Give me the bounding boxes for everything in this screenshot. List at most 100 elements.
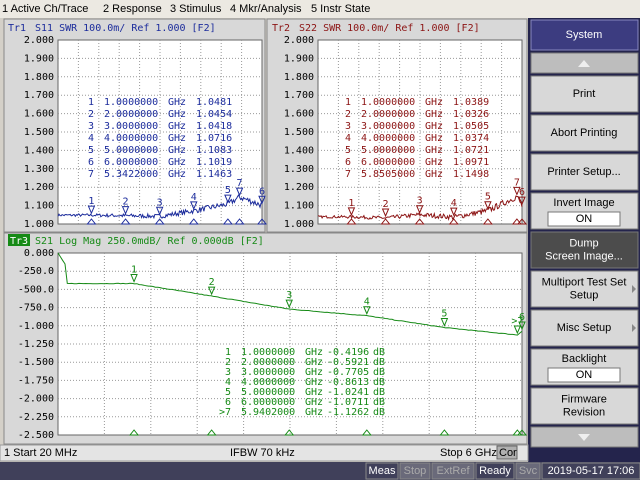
marker-num: 4 xyxy=(88,133,94,144)
menu-bar xyxy=(0,0,640,18)
marker-label: 5 xyxy=(225,185,231,196)
marker-freq: 5.3422000 xyxy=(104,169,158,180)
marker-value: -0.5921 xyxy=(327,357,369,368)
stimulus-arrow xyxy=(234,218,245,225)
y-tick-label: 1.800 xyxy=(24,72,54,83)
marker-label: 1 xyxy=(131,265,137,276)
trace-label: Tr1 xyxy=(8,23,26,34)
menu-item[interactable]: 4 Mkr/Analysis xyxy=(230,3,302,15)
softkey-state-box xyxy=(547,211,621,227)
stimulus-arrow xyxy=(86,218,97,225)
marker-value: 1.0374 xyxy=(453,133,489,144)
marker-value-unit: dB xyxy=(373,347,385,358)
marker-value-unit: dB xyxy=(373,407,385,418)
menu-item[interactable]: 3 Stimulus xyxy=(170,3,222,15)
marker-num: 4 xyxy=(225,377,231,388)
marker-freq: 5.0000000 xyxy=(241,387,295,398)
softkey[interactable] xyxy=(530,75,639,113)
y-tick-label: -750.0 xyxy=(18,303,54,314)
marker-value: -1.1262 xyxy=(327,407,369,418)
softkey[interactable] xyxy=(530,114,639,152)
marker-num: 1 xyxy=(88,97,94,108)
menu-item[interactable]: 1 Active Ch/Trace xyxy=(2,3,88,15)
stimulus-arrow xyxy=(256,218,268,225)
y-tick-label: 2.000 xyxy=(24,35,54,46)
softkey[interactable] xyxy=(530,309,639,347)
status-cell xyxy=(475,462,515,480)
cor-box xyxy=(496,445,518,460)
marker xyxy=(235,187,244,197)
marker-unit: GHz xyxy=(425,145,443,156)
softkey[interactable] xyxy=(530,387,639,425)
softkey[interactable] xyxy=(530,270,639,308)
softkey-label: Dump xyxy=(569,237,598,249)
marker-value: 1.0505 xyxy=(453,121,489,132)
stimulus-arrow xyxy=(439,429,450,436)
softkey[interactable] xyxy=(530,231,639,269)
marker-label: 5 xyxy=(441,309,447,320)
stimulus-arrow xyxy=(206,429,217,436)
y-tick-label: -1.750 xyxy=(18,375,54,386)
stimulus-arrow xyxy=(512,429,523,436)
softkey[interactable] xyxy=(530,153,639,191)
softkey-title-bg xyxy=(530,19,639,51)
stimulus-arrow xyxy=(516,218,528,225)
marker-freq: 6.0000000 xyxy=(104,157,158,168)
marker-unit: GHz xyxy=(305,347,323,358)
stimulus-arrow xyxy=(284,429,295,436)
marker-unit: GHz xyxy=(305,407,323,418)
menu-item[interactable]: 2 Response xyxy=(103,3,162,15)
marker-unit: GHz xyxy=(305,357,323,368)
marker-freq: 5.0000000 xyxy=(104,145,158,156)
marker xyxy=(130,274,138,283)
marker-freq: 2.0000000 xyxy=(104,109,158,120)
y-tick-label: -1.250 xyxy=(18,339,54,350)
softkey-label: Revision xyxy=(563,406,605,418)
marker-num: 1 xyxy=(225,347,231,358)
marker-num: 6 xyxy=(345,157,351,168)
submenu-arrow xyxy=(632,324,636,332)
y-tick-label: 1.500 xyxy=(284,127,314,138)
stimulus-arrow xyxy=(128,429,140,436)
stimulus-arrow xyxy=(511,218,522,225)
marker xyxy=(513,186,521,196)
y-tick-label: 1.700 xyxy=(24,90,54,101)
marker-freq: 5.9402000 xyxy=(241,407,295,418)
marker xyxy=(513,325,522,335)
stimulus-arrow xyxy=(414,218,425,225)
marker-value: 1.0721 xyxy=(453,145,489,156)
stimulus-arrow xyxy=(448,218,459,225)
marker-freq: 3.0000000 xyxy=(241,367,295,378)
marker-label: 6 xyxy=(519,312,525,323)
marker xyxy=(450,207,458,217)
y-tick-label: -250.0 xyxy=(18,266,54,277)
status-stop: Stop 6 GHz xyxy=(440,447,497,459)
marker-unit: GHz xyxy=(168,121,186,132)
menu-item[interactable]: 5 Instr State xyxy=(311,3,370,15)
marker-unit: GHz xyxy=(168,157,186,168)
softkey-label: Misc Setup xyxy=(557,322,611,334)
marker-value: -1.0241 xyxy=(327,387,369,398)
marker-freq: 2.0000000 xyxy=(361,109,415,120)
marker-unit: GHz xyxy=(425,169,443,180)
marker xyxy=(363,306,371,315)
stimulus-arrow xyxy=(188,218,199,225)
marker-unit: GHz xyxy=(305,367,323,378)
marker-label: 3 xyxy=(157,197,163,208)
softkey-title: System xyxy=(566,29,603,41)
marker-num: 5 xyxy=(88,145,94,156)
status-ifbw: IFBW 70 kHz xyxy=(230,447,295,459)
marker-value: 1.1083 xyxy=(196,145,232,156)
marker xyxy=(207,286,216,296)
marker-freq: 6.0000000 xyxy=(361,157,415,168)
marker-label: 2 xyxy=(123,197,129,208)
marker xyxy=(190,201,198,211)
y-tick-label: 1.000 xyxy=(24,219,54,230)
marker-value-unit: dB xyxy=(373,377,385,388)
softkey-label: Printer Setup... xyxy=(547,166,620,178)
y-tick-label: 1.400 xyxy=(24,145,54,156)
y-tick-label: 1.700 xyxy=(284,90,314,101)
marker-label: 4 xyxy=(364,297,370,308)
marker-label: 3 xyxy=(286,290,292,301)
marker xyxy=(518,196,526,206)
